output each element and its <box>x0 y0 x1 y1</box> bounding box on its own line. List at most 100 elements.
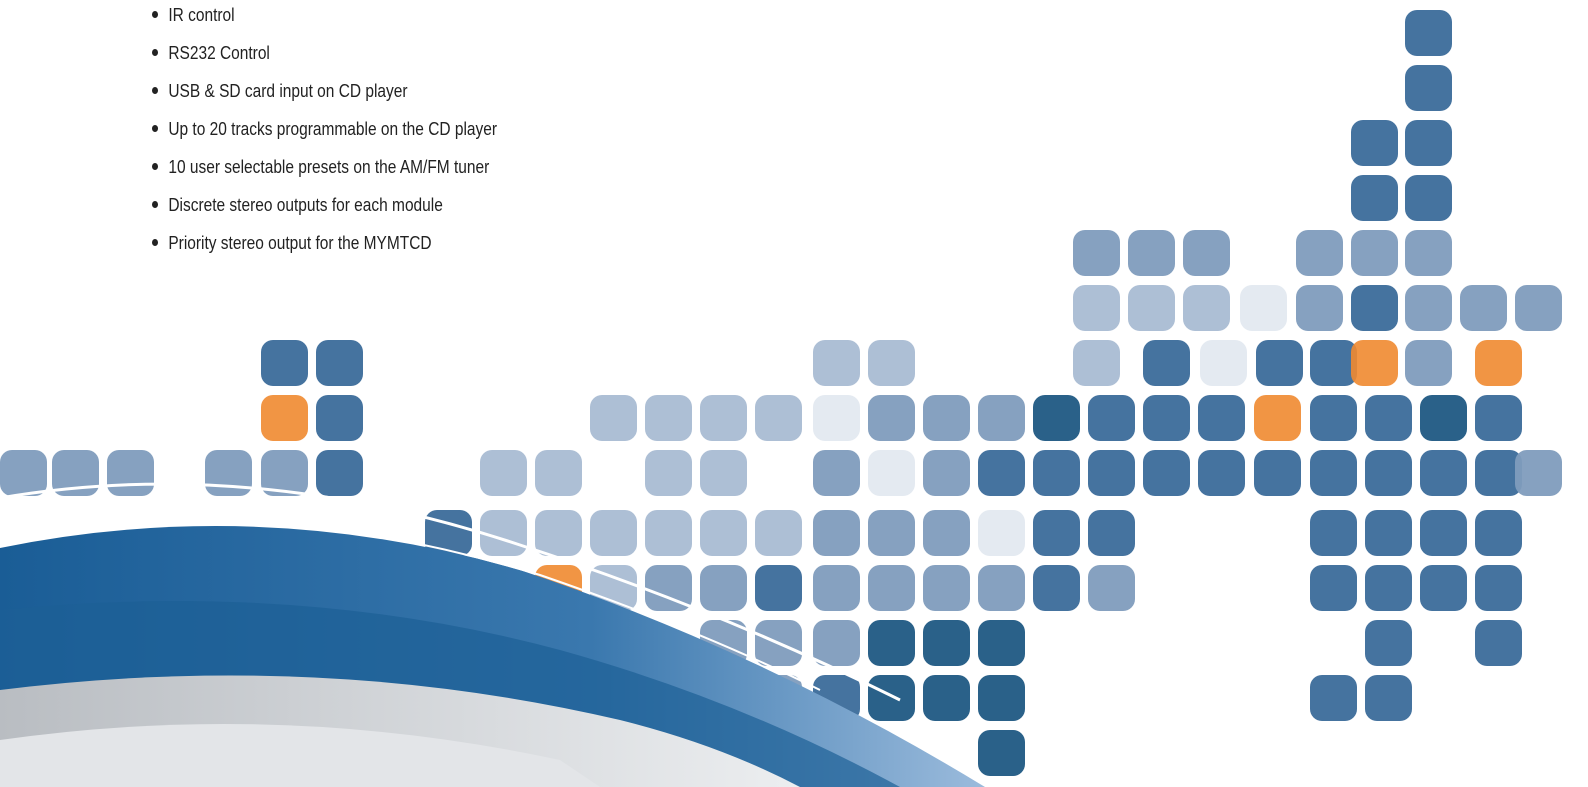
tile <box>0 450 47 496</box>
tile <box>1296 230 1343 276</box>
tile <box>535 510 582 556</box>
tile <box>1405 285 1452 331</box>
tile <box>813 565 860 611</box>
tile <box>1143 395 1190 441</box>
tile <box>813 340 860 386</box>
tile <box>645 510 692 556</box>
tile <box>1254 395 1301 441</box>
tile <box>813 395 860 441</box>
tile <box>1515 450 1562 496</box>
tile <box>1198 395 1245 441</box>
tile <box>1365 510 1412 556</box>
tile <box>868 450 915 496</box>
tile <box>978 565 1025 611</box>
tile <box>1143 450 1190 496</box>
tile <box>755 395 802 441</box>
tile <box>1198 450 1245 496</box>
tile <box>1475 450 1522 496</box>
tile <box>1128 230 1175 276</box>
tile <box>1310 340 1357 386</box>
tile <box>923 565 970 611</box>
tile <box>1351 285 1398 331</box>
tile <box>1365 565 1412 611</box>
tile <box>923 675 970 721</box>
feature-item: 10 user selectable presets on the AM/FM … <box>152 152 497 190</box>
tile <box>1475 395 1522 441</box>
tile <box>700 510 747 556</box>
tile <box>316 395 363 441</box>
feature-item: Up to 20 tracks programmable on the CD p… <box>152 114 497 152</box>
tile <box>645 395 692 441</box>
tile <box>107 450 154 496</box>
tile <box>1405 175 1452 221</box>
tile <box>923 395 970 441</box>
tile <box>645 450 692 496</box>
tile <box>261 340 308 386</box>
tile <box>1073 285 1120 331</box>
tile <box>590 395 637 441</box>
tile <box>1200 340 1247 386</box>
tile <box>868 510 915 556</box>
tile <box>978 395 1025 441</box>
tile <box>1365 450 1412 496</box>
tile <box>813 510 860 556</box>
tile <box>1405 65 1452 111</box>
tile <box>1515 285 1562 331</box>
tile <box>813 450 860 496</box>
tile <box>813 620 860 666</box>
tile <box>1420 565 1467 611</box>
tile <box>1033 565 1080 611</box>
tile <box>1183 285 1230 331</box>
tile <box>868 565 915 611</box>
tile <box>1088 450 1135 496</box>
tile <box>645 565 692 611</box>
tile <box>1405 230 1452 276</box>
tile <box>868 675 915 721</box>
tile <box>755 510 802 556</box>
tile <box>1351 340 1398 386</box>
tile <box>1365 675 1412 721</box>
tile-grid <box>0 10 1562 776</box>
tile <box>261 450 308 496</box>
tile <box>1143 340 1190 386</box>
tile <box>1405 10 1452 56</box>
tile <box>1128 285 1175 331</box>
tile <box>978 675 1025 721</box>
tile <box>1310 510 1357 556</box>
tile <box>978 510 1025 556</box>
swoosh <box>0 482 985 787</box>
tile <box>1033 450 1080 496</box>
tile <box>1240 285 1287 331</box>
tile <box>1420 395 1467 441</box>
tile <box>1183 230 1230 276</box>
tile <box>868 620 915 666</box>
tile <box>590 510 637 556</box>
feature-item: USB & SD card input on CD player <box>152 76 497 114</box>
feature-list: IR control RS232 Control USB & SD card i… <box>152 0 553 266</box>
tile <box>1256 340 1303 386</box>
tile <box>923 620 970 666</box>
tile <box>1254 450 1301 496</box>
tile <box>755 565 802 611</box>
tile <box>316 450 363 496</box>
tile <box>52 450 99 496</box>
tile <box>700 395 747 441</box>
tile <box>1475 510 1522 556</box>
tile <box>1073 230 1120 276</box>
tile <box>868 340 915 386</box>
tile <box>1296 285 1343 331</box>
tile <box>480 450 527 496</box>
tile <box>1475 620 1522 666</box>
tile <box>1310 565 1357 611</box>
tile <box>1310 675 1357 721</box>
tile <box>1365 395 1412 441</box>
tile <box>1405 340 1452 386</box>
tile <box>868 395 915 441</box>
feature-item: RS232 Control <box>152 38 497 76</box>
tile <box>978 620 1025 666</box>
tile <box>1033 395 1080 441</box>
tile <box>700 565 747 611</box>
feature-item: Priority stereo output for the MYMTCD <box>152 228 497 266</box>
